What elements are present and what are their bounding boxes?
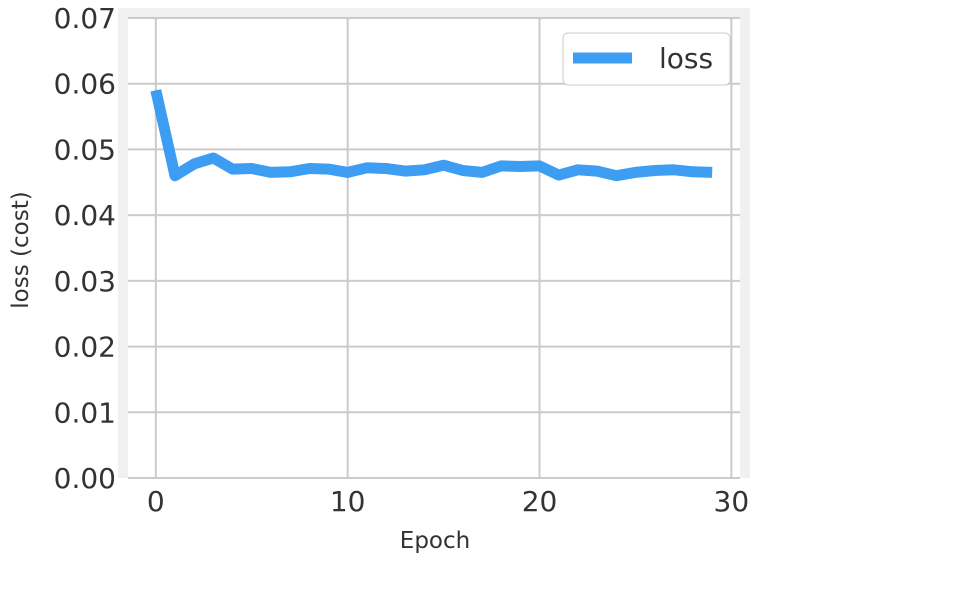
y-tick-label: 0.04 [54, 199, 116, 232]
legend: loss [562, 32, 731, 86]
x-axis-label: Epoch [400, 528, 470, 554]
y-tick-label: 0.01 [54, 396, 116, 429]
plot-area [128, 18, 740, 478]
y-tick-labels: 0.00 0.01 0.02 0.03 0.04 0.05 0.06 0.07 [54, 2, 116, 495]
x-tick-label: 0 [147, 485, 165, 518]
x-tick-label: 30 [714, 485, 750, 518]
x-tick-label: 20 [522, 485, 558, 518]
y-tick-label: 0.07 [54, 2, 116, 35]
series-layer [150, 89, 713, 182]
y-tick-label: 0.02 [54, 331, 116, 364]
legend-box [562, 32, 731, 86]
x-tick-labels: 0 10 20 30 [147, 485, 749, 518]
y-tick-label: 0.06 [54, 68, 116, 101]
x-tick-label: 10 [330, 485, 366, 518]
series-line-loss [150, 89, 713, 182]
y-tick-label: 0.05 [54, 133, 116, 166]
y-tick-label: 0.00 [54, 462, 116, 495]
legend-label-loss: loss [659, 42, 713, 75]
y-axis-label: loss (cost) [8, 191, 34, 308]
y-tick-label: 0.03 [54, 265, 116, 298]
